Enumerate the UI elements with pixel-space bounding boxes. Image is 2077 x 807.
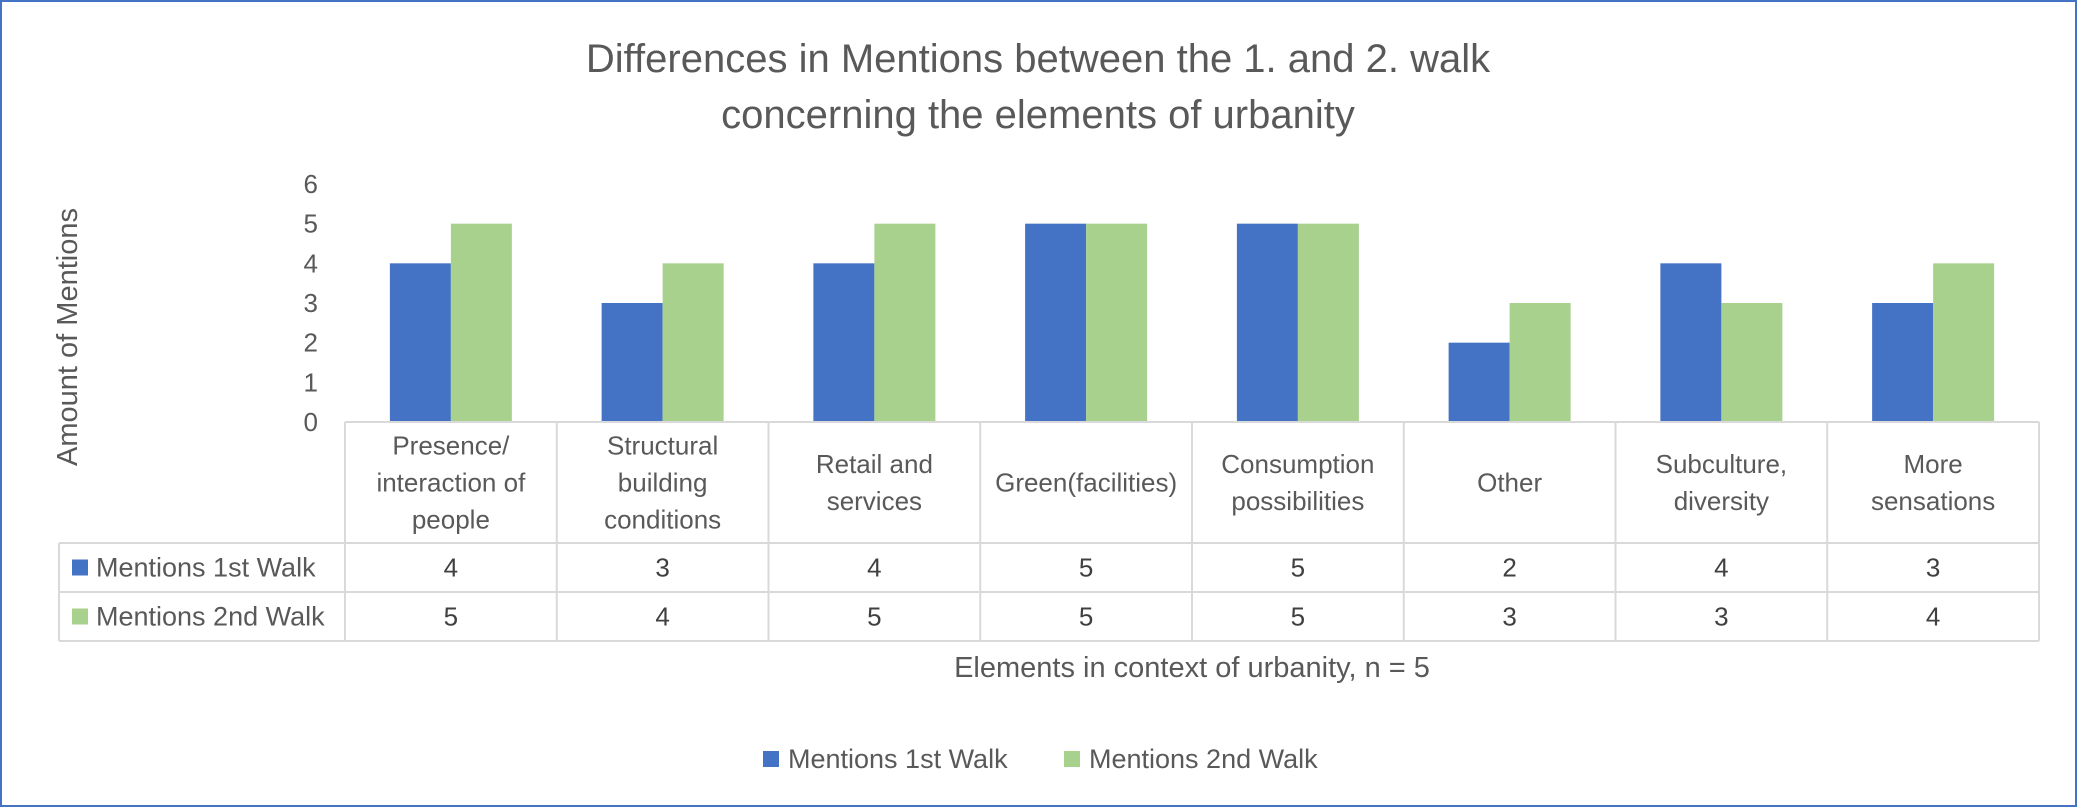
bar-walk2: [1086, 223, 1148, 422]
data-label: 4: [867, 553, 881, 583]
y-tick-label: 4: [304, 248, 318, 278]
x-tick-label: diversity: [1674, 486, 1769, 516]
x-tick-label: Consumption: [1221, 449, 1374, 479]
bar-walk1: [813, 263, 875, 422]
bar-walk1: [1872, 303, 1934, 422]
data-label: 3: [655, 553, 669, 583]
data-label: 5: [1079, 553, 1093, 583]
legend-label: Mentions 1st Walk: [788, 744, 1008, 774]
bar-walk1: [1448, 342, 1510, 422]
data-label: 5: [1079, 602, 1093, 632]
y-tick-label: 1: [304, 367, 318, 397]
x-tick-label: sensations: [1871, 486, 1995, 516]
bar-walk1: [1025, 223, 1087, 422]
table-legend-key: [72, 559, 88, 576]
data-label: 4: [655, 602, 669, 632]
x-tick-label: Structural: [607, 431, 718, 461]
bar-walk2: [1721, 303, 1783, 422]
y-tick-label: 3: [304, 288, 318, 318]
bar-walk1: [389, 263, 451, 422]
legend-key: [763, 751, 779, 767]
x-tick-label: Other: [1477, 468, 1542, 498]
y-axis-title: Amount of Mentions: [52, 208, 84, 466]
bar-walk2: [1933, 263, 1995, 422]
x-tick-label: people: [412, 505, 490, 535]
x-tick-label: Presence/: [392, 431, 510, 461]
bar-walk2: [1297, 223, 1359, 422]
bar-walk2: [874, 223, 936, 422]
data-label: 5: [444, 602, 458, 632]
x-axis-title: Elements in context of urbanity, n = 5: [954, 652, 1430, 684]
bar-walk1: [601, 303, 663, 422]
x-tick-label: conditions: [604, 505, 721, 535]
bar-walk2: [1509, 303, 1571, 422]
data-label: 3: [1502, 602, 1516, 632]
legend-label: Mentions 2nd Walk: [1089, 744, 1318, 774]
data-label: 3: [1926, 553, 1940, 583]
x-tick-label: building: [618, 468, 708, 498]
chart-title-line: Differences in Mentions between the 1. a…: [586, 37, 1491, 81]
table-series-name: Mentions 2nd Walk: [96, 602, 325, 632]
x-tick-label: Subculture,: [1656, 449, 1788, 479]
x-tick-label: possibilities: [1231, 486, 1364, 516]
table-series-name: Mentions 1st Walk: [96, 553, 316, 583]
data-label: 2: [1502, 553, 1516, 583]
x-tick-label: Green(facilities): [995, 468, 1177, 498]
x-tick-label: services: [827, 486, 922, 516]
data-label: 5: [1291, 602, 1305, 632]
y-tick-label: 5: [304, 209, 318, 239]
chart-title-line: concerning the elements of urbanity: [721, 93, 1355, 137]
bar-walk2: [662, 263, 724, 422]
data-label: 5: [867, 602, 881, 632]
data-label: 3: [1714, 602, 1728, 632]
bar-walk2: [450, 223, 512, 422]
bar-walk1: [1660, 263, 1722, 422]
x-tick-label: Retail and: [816, 449, 933, 479]
data-label: 4: [444, 553, 458, 583]
bar-walk1: [1236, 223, 1298, 422]
data-label: 5: [1291, 553, 1305, 583]
data-label: 4: [1926, 602, 1940, 632]
table-legend-key: [72, 608, 88, 625]
x-tick-label: More: [1904, 449, 1963, 479]
x-tick-label: interaction of: [376, 468, 526, 498]
y-tick-label: 6: [304, 169, 318, 199]
legend-key: [1064, 751, 1080, 767]
data-label: 4: [1714, 553, 1728, 583]
y-tick-label: 2: [304, 328, 318, 358]
y-tick-label: 0: [304, 407, 318, 437]
